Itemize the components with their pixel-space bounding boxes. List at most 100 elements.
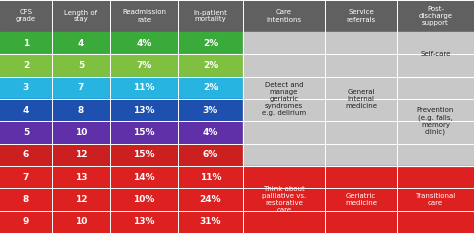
Bar xyxy=(243,0,325,32)
Bar xyxy=(110,32,178,54)
Text: 3%: 3% xyxy=(203,106,218,115)
Bar xyxy=(52,121,110,144)
Text: 12: 12 xyxy=(75,150,87,159)
Bar xyxy=(325,0,397,32)
Bar xyxy=(52,188,110,211)
Bar xyxy=(325,211,397,233)
Bar xyxy=(0,32,52,54)
Bar xyxy=(397,32,474,54)
Text: 2%: 2% xyxy=(203,61,218,70)
Bar xyxy=(0,54,52,77)
Text: General
internal
medicine: General internal medicine xyxy=(345,89,377,109)
Bar xyxy=(325,166,397,188)
Bar xyxy=(178,0,243,32)
Text: 4%: 4% xyxy=(137,39,152,48)
Text: Length of
stay: Length of stay xyxy=(64,10,98,23)
Bar xyxy=(397,166,474,188)
Text: Readmission
rate: Readmission rate xyxy=(122,10,166,23)
Text: 10: 10 xyxy=(75,128,87,137)
Bar xyxy=(0,144,52,166)
Text: 2%: 2% xyxy=(203,39,218,48)
Text: 5: 5 xyxy=(78,61,84,70)
Bar xyxy=(243,54,325,77)
Text: 15%: 15% xyxy=(133,150,155,159)
Text: 7%: 7% xyxy=(137,61,152,70)
Bar xyxy=(397,99,474,121)
Text: 10: 10 xyxy=(75,217,87,226)
Bar xyxy=(397,211,474,233)
Bar xyxy=(178,144,243,166)
Bar xyxy=(52,99,110,121)
Bar xyxy=(243,144,325,166)
Bar xyxy=(0,77,52,99)
Bar xyxy=(325,54,397,77)
Text: In-patient
mortality: In-patient mortality xyxy=(193,10,228,23)
Bar xyxy=(52,54,110,77)
Text: 5: 5 xyxy=(23,128,29,137)
Bar xyxy=(110,211,178,233)
Text: 3: 3 xyxy=(23,83,29,92)
Text: CFS
grade: CFS grade xyxy=(16,10,36,23)
Bar xyxy=(178,54,243,77)
Text: Self-care: Self-care xyxy=(420,51,451,57)
Text: 11%: 11% xyxy=(200,173,221,182)
Text: Service
referrals: Service referrals xyxy=(346,10,375,23)
Bar xyxy=(52,77,110,99)
Bar xyxy=(325,121,397,144)
Bar xyxy=(178,211,243,233)
Bar xyxy=(110,77,178,99)
Text: Prevention
(e.g. falls,
memory
clinic): Prevention (e.g. falls, memory clinic) xyxy=(417,107,454,135)
Text: 6: 6 xyxy=(23,150,29,159)
Text: 11%: 11% xyxy=(133,83,155,92)
Bar xyxy=(0,0,52,32)
Bar xyxy=(110,99,178,121)
Text: 24%: 24% xyxy=(200,195,221,204)
Bar xyxy=(397,0,474,32)
Bar xyxy=(243,211,325,233)
Text: 8: 8 xyxy=(78,106,84,115)
Bar xyxy=(0,121,52,144)
Bar xyxy=(243,77,325,99)
Bar xyxy=(178,166,243,188)
Text: 31%: 31% xyxy=(200,217,221,226)
Bar xyxy=(325,77,397,99)
Bar xyxy=(110,166,178,188)
Text: 4: 4 xyxy=(78,39,84,48)
Text: Transitional
care: Transitional care xyxy=(415,193,456,206)
Text: Think about
palliative vs.
restorative
care: Think about palliative vs. restorative c… xyxy=(262,186,306,213)
Text: 2: 2 xyxy=(23,61,29,70)
Bar xyxy=(52,0,110,32)
Bar xyxy=(325,188,397,211)
Bar xyxy=(110,54,178,77)
Bar xyxy=(243,32,325,54)
Bar xyxy=(397,77,474,99)
Text: Post-
discharge
support: Post- discharge support xyxy=(419,6,453,26)
Bar xyxy=(243,188,325,211)
Text: 6%: 6% xyxy=(203,150,218,159)
Text: 1: 1 xyxy=(23,39,29,48)
Text: 13%: 13% xyxy=(133,217,155,226)
Bar xyxy=(178,188,243,211)
Bar xyxy=(243,99,325,121)
Bar xyxy=(178,121,243,144)
Bar xyxy=(325,99,397,121)
Text: 4: 4 xyxy=(23,106,29,115)
Bar xyxy=(0,211,52,233)
Bar xyxy=(110,0,178,32)
Bar xyxy=(243,121,325,144)
Bar xyxy=(52,211,110,233)
Bar xyxy=(325,32,397,54)
Bar xyxy=(397,188,474,211)
Text: 14%: 14% xyxy=(133,173,155,182)
Bar xyxy=(178,99,243,121)
Text: 13: 13 xyxy=(75,173,87,182)
Text: 10%: 10% xyxy=(133,195,155,204)
Bar xyxy=(243,166,325,188)
Bar xyxy=(397,121,474,144)
Text: 8: 8 xyxy=(23,195,29,204)
Bar xyxy=(0,166,52,188)
Text: 2%: 2% xyxy=(203,83,218,92)
Bar xyxy=(110,144,178,166)
Text: 9: 9 xyxy=(23,217,29,226)
Bar xyxy=(110,188,178,211)
